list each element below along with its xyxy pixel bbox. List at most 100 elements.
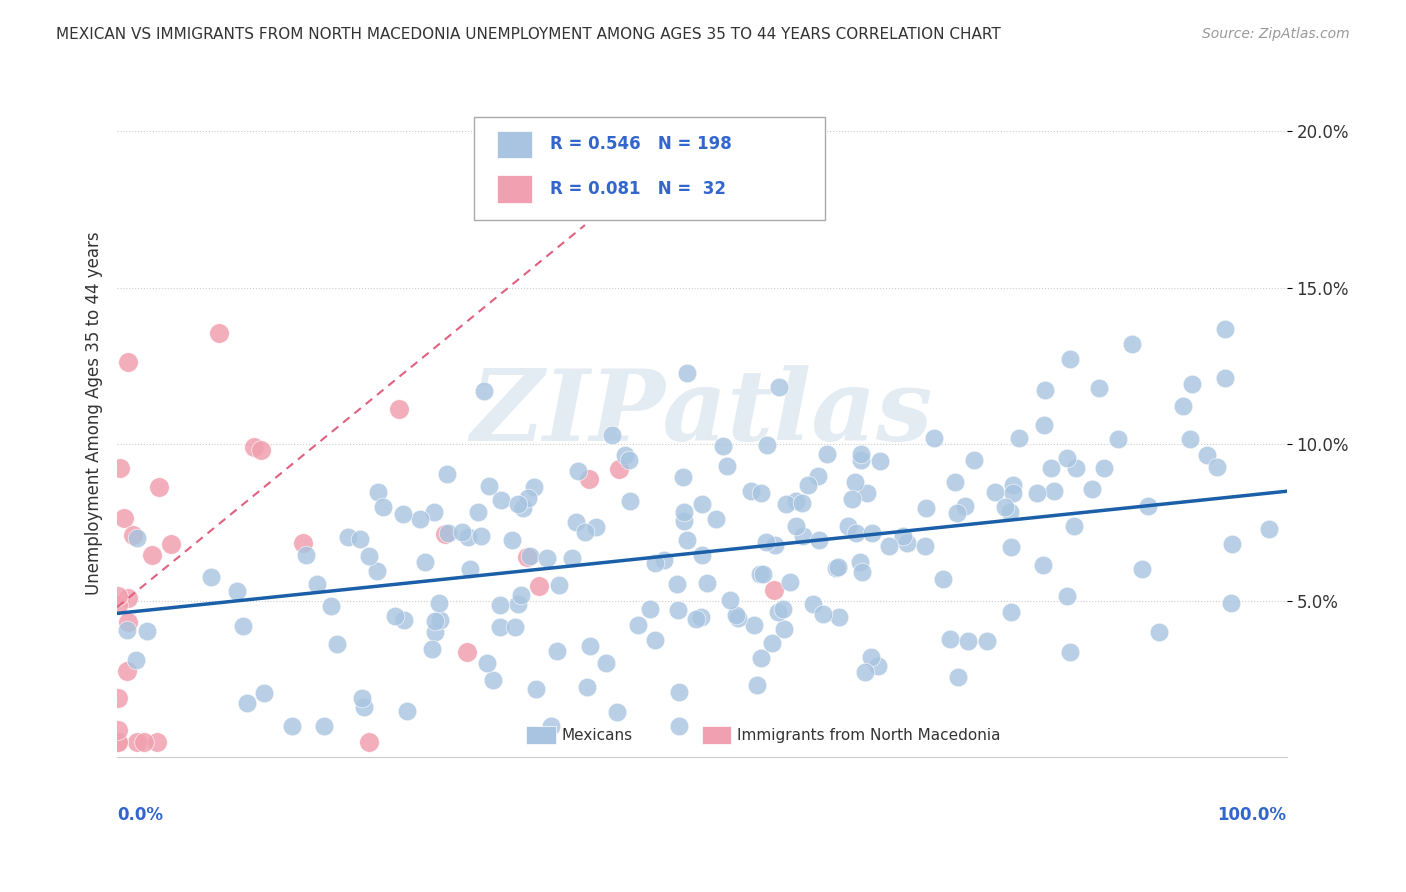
Point — [869, 454, 891, 468]
Point — [433, 527, 456, 541]
Point — [488, 598, 510, 612]
Point — [319, 599, 342, 613]
Point — [768, 380, 790, 394]
Point — [704, 512, 727, 526]
Point — [307, 577, 329, 591]
Point — [785, 494, 807, 508]
Point — [841, 491, 863, 506]
Point — [132, 735, 155, 749]
Point — [488, 620, 510, 634]
Point — [797, 478, 820, 492]
Point — [117, 615, 139, 629]
Text: Immigrants from North Macedonia: Immigrants from North Macedonia — [737, 728, 1001, 743]
Point — [763, 538, 786, 552]
Point — [638, 601, 661, 615]
Point — [668, 685, 690, 699]
Point — [1220, 596, 1243, 610]
Point — [1064, 460, 1087, 475]
Point — [1059, 644, 1081, 658]
Point — [425, 614, 447, 628]
Point — [815, 447, 838, 461]
Point — [292, 535, 315, 549]
Point — [675, 533, 697, 547]
Point — [751, 567, 773, 582]
Point — [107, 589, 129, 603]
Point — [523, 480, 546, 494]
Point — [429, 613, 451, 627]
Point — [595, 657, 617, 671]
Point — [619, 453, 641, 467]
Point — [148, 480, 170, 494]
Point — [849, 452, 872, 467]
Point — [242, 440, 264, 454]
Point — [350, 690, 373, 705]
Point — [860, 649, 883, 664]
Point — [125, 531, 148, 545]
Point — [1081, 483, 1104, 497]
Point — [458, 562, 481, 576]
Point — [672, 514, 695, 528]
Point — [718, 593, 741, 607]
Point — [808, 533, 831, 547]
Point — [281, 719, 304, 733]
Point — [801, 597, 824, 611]
Point — [457, 530, 479, 544]
Point — [716, 459, 738, 474]
Point — [1000, 541, 1022, 555]
Point — [837, 519, 859, 533]
Point — [627, 617, 650, 632]
Point — [779, 574, 801, 589]
Point — [536, 551, 558, 566]
Point — [359, 735, 381, 749]
Point — [1130, 562, 1153, 576]
Point — [117, 591, 139, 606]
Point — [1180, 377, 1202, 392]
Point — [676, 366, 699, 380]
Point — [668, 719, 690, 733]
Point — [1213, 371, 1236, 385]
Point — [561, 551, 583, 566]
Point — [232, 619, 254, 633]
Point — [506, 497, 529, 511]
Point — [136, 624, 159, 638]
Point — [423, 624, 446, 639]
Point — [931, 572, 953, 586]
Point — [516, 491, 538, 506]
Point — [619, 494, 641, 508]
Point — [366, 564, 388, 578]
Point — [825, 560, 848, 574]
Point — [312, 719, 335, 733]
Point — [755, 534, 778, 549]
Point — [727, 611, 749, 625]
Point — [666, 603, 689, 617]
Point — [236, 696, 259, 710]
Point — [519, 549, 541, 564]
Point — [915, 501, 938, 516]
Point — [976, 634, 998, 648]
Point — [775, 498, 797, 512]
FancyBboxPatch shape — [702, 726, 731, 744]
Point — [125, 735, 148, 749]
Point — [749, 651, 772, 665]
Point — [614, 448, 637, 462]
Point — [785, 518, 807, 533]
Point — [943, 475, 966, 490]
Y-axis label: Unemployment Among Ages 35 to 44 years: Unemployment Among Ages 35 to 44 years — [86, 231, 103, 595]
Point — [585, 520, 607, 534]
Point — [607, 462, 630, 476]
Point — [853, 665, 876, 680]
Point — [574, 524, 596, 539]
Point — [879, 539, 901, 553]
Point — [851, 566, 873, 580]
Point — [1032, 558, 1054, 573]
Text: MEXICAN VS IMMIGRANTS FROM NORTH MACEDONIA UNEMPLOYMENT AMONG AGES 35 TO 44 YEAR: MEXICAN VS IMMIGRANTS FROM NORTH MACEDON… — [56, 27, 1001, 42]
Point — [160, 537, 183, 551]
Point — [1063, 519, 1085, 533]
Point — [711, 440, 734, 454]
Point — [547, 578, 569, 592]
Point — [690, 548, 713, 562]
Text: ZIPatlas: ZIPatlas — [471, 365, 934, 461]
Point — [325, 637, 347, 651]
Point — [672, 470, 695, 484]
Point — [761, 636, 783, 650]
